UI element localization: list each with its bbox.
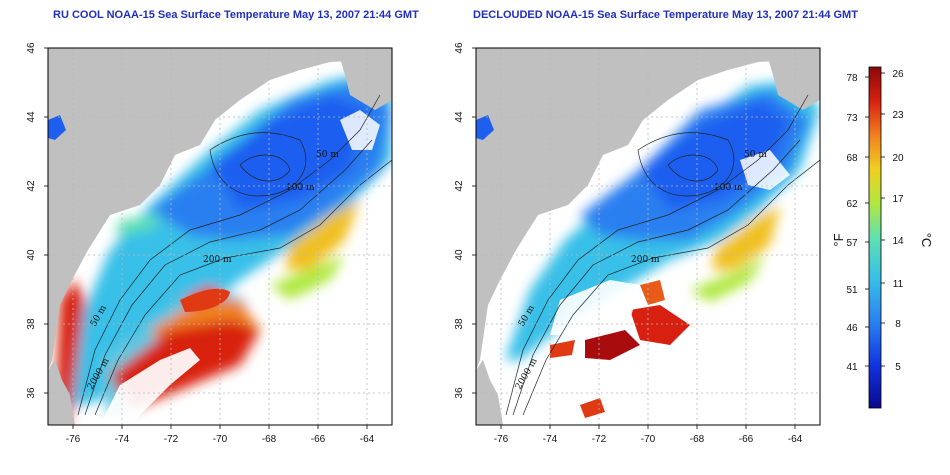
warm-patch bbox=[585, 330, 640, 360]
x-tick-label: -76 bbox=[66, 434, 81, 445]
x-tick-label: -72 bbox=[164, 434, 179, 445]
right-map-title: DECLOUDED NOAA-15 Sea Surface Temperatur… bbox=[473, 9, 858, 21]
y-tick-label: 42 bbox=[26, 180, 37, 192]
x-tick-label: -70 bbox=[213, 434, 228, 445]
bathymetry-contours bbox=[505, 94, 820, 416]
celsius-unit-label: °C bbox=[919, 233, 934, 248]
celsius-tick-label: 14 bbox=[892, 236, 904, 247]
y-tick-label: 46 bbox=[26, 42, 37, 54]
warm-patch bbox=[630, 305, 690, 345]
masked-cloud-area bbox=[740, 150, 790, 190]
y-tick-label: 44 bbox=[26, 111, 37, 123]
left-sst-map: 50 m 200 m 2000 m 100 m 50 m bbox=[47, 47, 393, 426]
warm-eddy bbox=[180, 288, 230, 312]
axis-tick-labels: -76 -74 -72 -70 -68 -66 -64 46 44 42 40 38 36 -76 -74 -… bbox=[26, 42, 803, 445]
x-tick-label: -68 bbox=[262, 434, 277, 445]
y-tick-label: 46 bbox=[454, 42, 465, 54]
left-map-title: RU COOL NOAA-15 Sea Surface Temperature … bbox=[53, 9, 419, 21]
x-tick-label: -66 bbox=[739, 434, 754, 445]
y-tick-label: 38 bbox=[26, 318, 37, 330]
x-tick-label: -74 bbox=[115, 434, 130, 445]
contour-label-100m: 100 m bbox=[714, 183, 743, 193]
contour-label-50m-north: 50 m bbox=[744, 150, 767, 160]
x-tick-label: -70 bbox=[641, 434, 656, 445]
contour-label-200m: 200 m bbox=[203, 255, 232, 265]
land-mass bbox=[48, 48, 392, 425]
celsius-tick-label: 23 bbox=[892, 110, 904, 121]
fahrenheit-tick-label: 57 bbox=[846, 238, 858, 249]
sst-field bbox=[505, 80, 820, 360]
y-tick-label: 36 bbox=[26, 387, 37, 399]
celsius-tick-label: 17 bbox=[892, 194, 904, 205]
bathymetry-contours bbox=[77, 94, 392, 416]
contour-label-50m-north: 50 m bbox=[316, 150, 339, 160]
y-tick-label: 38 bbox=[454, 318, 465, 330]
lat-lon-grid bbox=[476, 48, 820, 425]
x-tick-label: -68 bbox=[690, 434, 705, 445]
lat-lon-grid bbox=[48, 48, 392, 425]
y-tick-label: 36 bbox=[454, 387, 465, 399]
colorbar-ticks: 78 73 68 62 57 51 46 41 26 23 20 17 14 11 8 5 bbox=[846, 69, 904, 373]
x-tick-label: -72 bbox=[592, 434, 607, 445]
warm-patch bbox=[550, 340, 575, 358]
fahrenheit-tick-label: 68 bbox=[846, 153, 858, 164]
colorbar-gradient bbox=[868, 66, 882, 409]
fahrenheit-tick-label: 51 bbox=[846, 285, 858, 296]
celsius-tick-label: 26 bbox=[892, 69, 904, 80]
y-tick-label: 40 bbox=[26, 249, 37, 261]
celsius-tick-label: 11 bbox=[893, 279, 904, 290]
warm-patch bbox=[640, 280, 665, 305]
x-tick-label: -74 bbox=[543, 434, 558, 445]
y-tick-label: 44 bbox=[454, 111, 465, 123]
fahrenheit-tick-label: 46 bbox=[846, 323, 858, 334]
x-tick-label: -64 bbox=[788, 434, 803, 445]
x-tick-label: -64 bbox=[360, 434, 375, 445]
fahrenheit-tick-label: 78 bbox=[846, 73, 858, 84]
right-sst-map: 50 m 200 m 2000 m 100 m 50 m bbox=[475, 47, 821, 426]
masked-cloud-area bbox=[690, 300, 820, 425]
fahrenheit-tick-label: 41 bbox=[846, 362, 858, 373]
celsius-tick-label: 5 bbox=[895, 362, 901, 373]
fahrenheit-unit-label: °F bbox=[831, 233, 846, 246]
fahrenheit-tick-label: 62 bbox=[846, 199, 858, 210]
celsius-tick-label: 20 bbox=[892, 153, 904, 164]
contour-label-100m: 100 m bbox=[286, 183, 315, 193]
masked-cloud-area bbox=[550, 280, 640, 335]
fahrenheit-tick-label: 73 bbox=[846, 113, 858, 124]
x-tick-label: -66 bbox=[311, 434, 326, 445]
celsius-tick-label: 8 bbox=[895, 319, 901, 330]
temperature-colorbar: 78 73 68 62 57 51 46 41 26 23 20 17 14 11 8 5 °F °C bbox=[831, 66, 934, 409]
contour-label-200m: 200 m bbox=[631, 255, 660, 265]
y-tick-label: 42 bbox=[454, 180, 465, 192]
y-tick-label: 40 bbox=[454, 249, 465, 261]
x-tick-label: -76 bbox=[494, 434, 509, 445]
